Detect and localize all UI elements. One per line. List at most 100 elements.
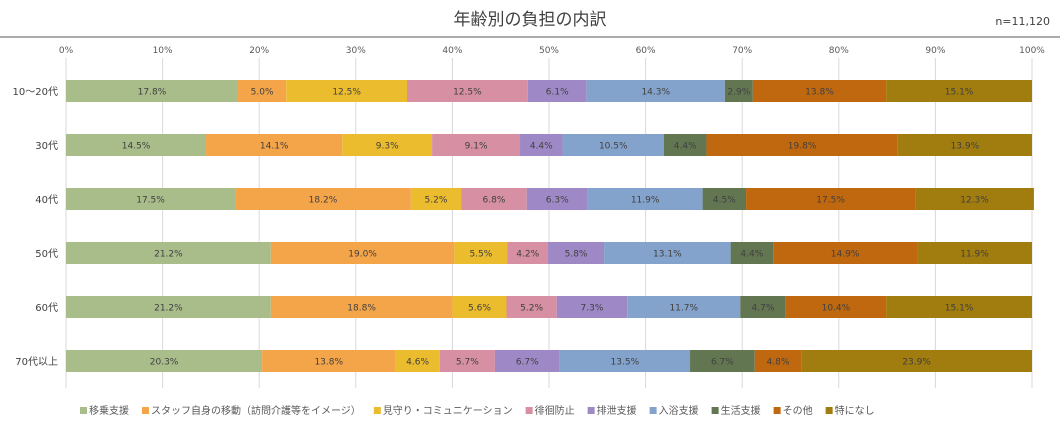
data-label: 6.7% xyxy=(516,358,539,368)
data-label: 17.5% xyxy=(816,196,845,206)
bar-segment xyxy=(527,80,587,102)
data-label: 13.1% xyxy=(653,250,682,260)
data-label: 10.4% xyxy=(822,304,851,314)
legend-swatch xyxy=(373,407,381,414)
legend-swatch xyxy=(587,407,595,414)
category-label: 70代以上 xyxy=(15,356,58,368)
legend-label: スタッフ自身の移動（訪問介護等をイメージ） xyxy=(151,404,361,417)
bar-segment xyxy=(886,296,1032,318)
data-label: 10.5% xyxy=(599,142,628,152)
data-label: 20.3% xyxy=(150,358,179,368)
legend-swatch xyxy=(773,407,781,414)
data-label: 17.5% xyxy=(136,196,165,206)
data-label: 6.1% xyxy=(546,88,569,98)
data-label: 13.5% xyxy=(611,358,640,368)
legend-swatch xyxy=(525,407,533,414)
bar-segment xyxy=(526,188,588,210)
x-axis-ticks: 0% 10% 20% 30% 40% 50% 60% 70% 80% 90% 100% xyxy=(59,46,1045,56)
bar-segment xyxy=(706,134,898,156)
x-tick-label: 20% xyxy=(249,46,269,56)
bars: 17.8% 5.0% 12.5% 12.5% 6.1% 14.3% 2.9% 13.8% 15.… xyxy=(66,80,1034,372)
bar-segment xyxy=(262,350,396,372)
legend-label: 特になし xyxy=(835,405,875,417)
sample-size-note: n=11,120 xyxy=(995,15,1050,28)
data-label: 4.8% xyxy=(767,358,790,368)
x-tick-label: 70% xyxy=(732,46,752,56)
legend-label: 見守り・コミュニケーション xyxy=(383,404,513,417)
legend: 移乗支援 スタッフ自身の移動（訪問介護等をイメージ） 見守り・コミュニケーション 徘徊… xyxy=(80,404,875,417)
bar-segment xyxy=(724,80,753,102)
bar-segment xyxy=(702,188,747,210)
bar-segment xyxy=(66,134,207,156)
x-tick-label: 100% xyxy=(1019,46,1045,56)
data-label: 14.3% xyxy=(641,88,670,98)
category-label: 60代 xyxy=(35,302,58,314)
category-label: 30代 xyxy=(35,140,58,152)
bar-segment xyxy=(66,296,271,318)
bar-segment xyxy=(452,296,507,318)
data-label: 13.9% xyxy=(951,142,980,152)
bar-segment xyxy=(730,242,774,264)
data-label: 4.4% xyxy=(530,142,553,152)
bar-segment xyxy=(801,350,1032,372)
bar-segment xyxy=(559,350,691,372)
gridlines xyxy=(65,58,1033,388)
category-label: 50代 xyxy=(35,248,58,260)
data-label: 21.2% xyxy=(154,250,183,260)
data-label: 5.2% xyxy=(425,196,448,206)
bar-segment xyxy=(454,242,508,264)
bar-segment xyxy=(740,296,786,318)
bar-segment xyxy=(206,134,343,156)
bar-segment xyxy=(754,350,802,372)
data-label: 13.8% xyxy=(805,88,834,98)
data-label: 6.3% xyxy=(546,196,569,206)
data-label: 19.8% xyxy=(788,142,817,152)
data-label: 9.1% xyxy=(465,142,488,152)
x-tick-label: 30% xyxy=(346,46,366,56)
data-label: 5.5% xyxy=(469,250,492,260)
data-label: 5.8% xyxy=(565,250,588,260)
data-label: 12.5% xyxy=(453,88,482,98)
bar-segment xyxy=(270,296,453,318)
bar-segment xyxy=(507,242,549,264)
bar-segment xyxy=(586,80,725,102)
bar-segment xyxy=(342,134,433,156)
data-label: 15.1% xyxy=(945,304,974,314)
legend-label: その他 xyxy=(783,404,813,417)
bar-segment xyxy=(917,242,1032,264)
data-label: 17.8% xyxy=(138,88,167,98)
data-label: 5.2% xyxy=(520,304,543,314)
bar-segment xyxy=(270,242,455,264)
data-label: 12.5% xyxy=(332,88,361,98)
bar-segment xyxy=(66,350,263,372)
x-tick-label: 50% xyxy=(539,46,559,56)
bar-segment xyxy=(886,80,1032,102)
data-label: 5.6% xyxy=(468,304,491,314)
data-label: 5.7% xyxy=(456,358,479,368)
bar-segment xyxy=(520,134,563,156)
bar-segment xyxy=(897,134,1032,156)
bar-segment xyxy=(915,188,1034,210)
bar-segment xyxy=(439,350,495,372)
bar-segment xyxy=(66,188,236,210)
data-label: 18.8% xyxy=(347,304,376,314)
category-labels: 10〜20代 30代 40代 50代 60代 70代以上 xyxy=(13,86,58,368)
data-label: 4.5% xyxy=(713,196,736,206)
bar-segment xyxy=(235,188,411,210)
chart-title: 年齢別の負担の内訳 xyxy=(454,10,607,30)
legend-label: 入浴支援 xyxy=(659,404,699,417)
data-label: 12.3% xyxy=(960,196,989,206)
data-label: 9.3% xyxy=(376,142,399,152)
data-label: 18.2% xyxy=(309,196,338,206)
data-label: 5.0% xyxy=(251,88,274,98)
category-label: 10〜20代 xyxy=(13,86,58,98)
bar-segment xyxy=(494,350,560,372)
bar-segment xyxy=(66,80,238,102)
bar-segment xyxy=(286,80,407,102)
bar-segment xyxy=(406,80,528,102)
data-label: 19.0% xyxy=(348,250,377,260)
data-label: 13.8% xyxy=(314,358,343,368)
bar-segment xyxy=(690,350,755,372)
bar-segment xyxy=(785,296,887,318)
